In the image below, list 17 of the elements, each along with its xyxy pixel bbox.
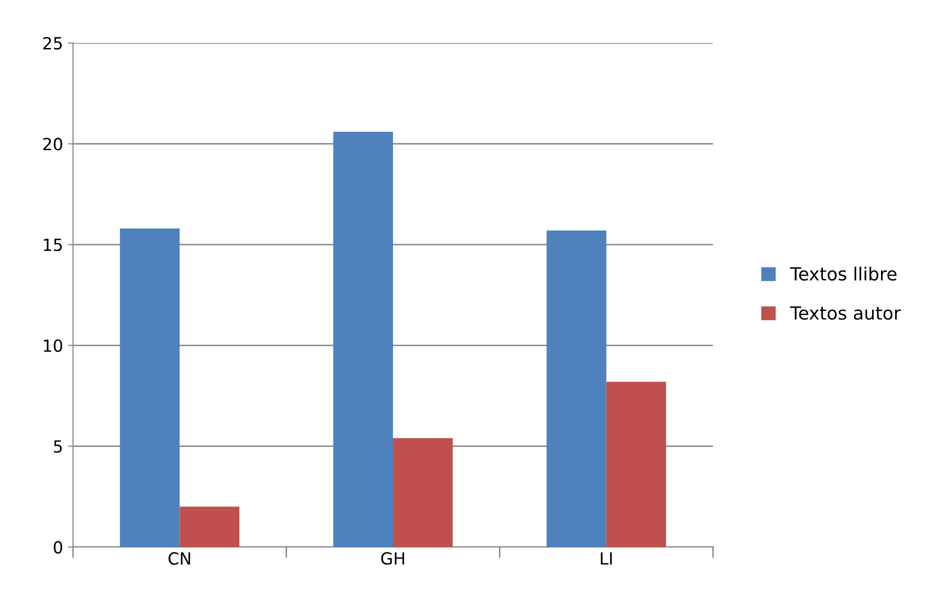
legend-label: Textos autor xyxy=(790,306,901,320)
bar xyxy=(180,506,240,547)
y-tick-label: 25 xyxy=(43,36,62,50)
y-tick-label: 0 xyxy=(54,540,62,554)
x-tick-label: LI xyxy=(600,552,612,565)
y-tick-label: 20 xyxy=(43,138,62,150)
legend-label: Textos llibre xyxy=(790,266,897,281)
x-tick-label: CN xyxy=(168,552,190,565)
bar xyxy=(546,230,606,547)
bar xyxy=(606,382,666,547)
y-tick-label: 15 xyxy=(44,238,62,252)
y-tick-label: 10 xyxy=(44,339,62,352)
x-tick-label: GH xyxy=(381,552,404,565)
bar xyxy=(120,228,180,547)
bar xyxy=(333,132,393,547)
bar xyxy=(393,438,453,547)
y-tick-label: 5 xyxy=(54,440,62,453)
